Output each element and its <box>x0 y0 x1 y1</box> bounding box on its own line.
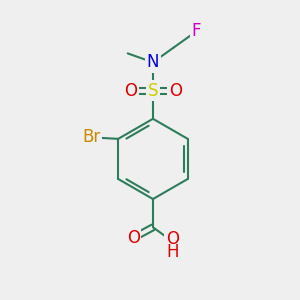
Text: H: H <box>166 243 178 261</box>
Text: O: O <box>124 82 137 100</box>
Text: O: O <box>127 229 140 247</box>
Text: Br: Br <box>82 128 100 146</box>
Text: O: O <box>166 230 179 248</box>
Text: F: F <box>191 22 201 40</box>
Text: N: N <box>147 53 159 71</box>
Text: S: S <box>148 82 158 100</box>
Text: O: O <box>169 82 182 100</box>
